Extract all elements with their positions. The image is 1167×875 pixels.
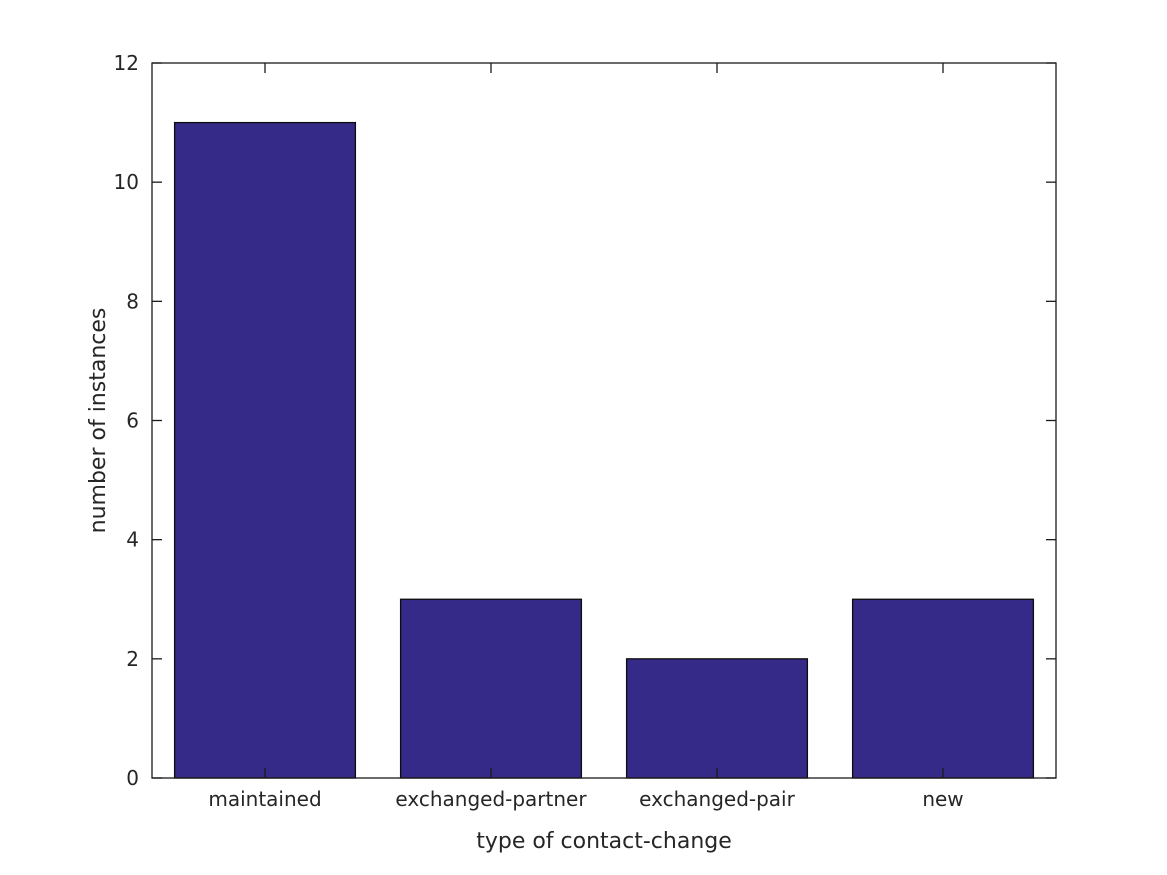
bar-new bbox=[851, 598, 1035, 779]
y-tick-label: 10 bbox=[114, 170, 139, 194]
y-tick-label: 12 bbox=[114, 51, 139, 75]
x-tick-label: new bbox=[922, 787, 963, 811]
x-tick-label: exchanged-partner bbox=[395, 787, 587, 811]
x-axis-label: type of contact-change bbox=[476, 829, 732, 854]
y-tick-label: 8 bbox=[126, 289, 139, 313]
y-tick-label: 6 bbox=[126, 409, 139, 433]
bar-exchanged-partner bbox=[399, 598, 583, 779]
bar-exchanged-pair bbox=[625, 658, 809, 779]
y-tick-label: 2 bbox=[126, 647, 139, 671]
y-tick-label: 4 bbox=[126, 528, 139, 552]
bar-maintained bbox=[173, 121, 357, 779]
x-tick-label: exchanged-pair bbox=[639, 787, 795, 811]
y-tick-label: 0 bbox=[126, 766, 139, 790]
x-tick-label: maintained bbox=[208, 787, 321, 811]
y-axis-label: number of instances bbox=[86, 308, 111, 534]
